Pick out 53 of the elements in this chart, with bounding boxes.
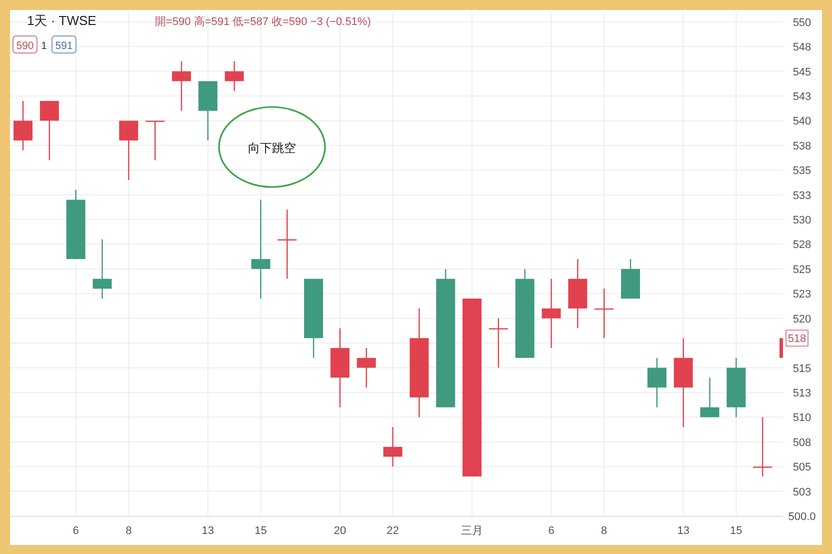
candlestick xyxy=(356,347,376,388)
candlestick xyxy=(753,416,772,478)
x-tick-label: 8 xyxy=(601,525,608,537)
candlestick xyxy=(224,60,244,92)
candlestick xyxy=(119,120,138,181)
y-tick-label: 533 xyxy=(792,190,812,202)
candlestick xyxy=(647,357,666,408)
x-tick-label: 三月 xyxy=(461,525,484,537)
annotation: 591 xyxy=(55,40,73,52)
annotation: 1 xyxy=(41,40,48,52)
candlestick xyxy=(146,120,165,161)
y-tick-label: 523 xyxy=(792,288,812,301)
y-tick-label: 535 xyxy=(792,165,812,178)
y-tick-label: 505 xyxy=(792,462,812,474)
y-tick-label: 538 xyxy=(792,140,812,152)
x-tick-label: 20 xyxy=(334,525,346,537)
candlestick xyxy=(40,100,59,161)
annotation: 向下跳空 xyxy=(248,141,296,155)
y-tick-label: 528 xyxy=(792,239,812,252)
candlestick xyxy=(92,238,112,300)
y-tick-label: 550 xyxy=(792,16,812,29)
candlestick xyxy=(383,426,402,468)
candlestick xyxy=(14,100,32,151)
y-tick-label: 500.0 xyxy=(788,511,816,523)
y-tick-label: 515 xyxy=(792,362,812,375)
y-tick-label: 508 xyxy=(792,436,812,449)
x-tick-label: 15 xyxy=(730,525,742,537)
annotation: 開=590 高=591 低=587 收=590 −3 (−0.51%) xyxy=(155,15,371,28)
candlestick xyxy=(172,60,191,112)
y-tick-label: 510 xyxy=(792,412,812,424)
y-tick-label: 530 xyxy=(792,214,812,227)
x-tick-label: 6 xyxy=(72,525,79,537)
x-tick-label: 8 xyxy=(126,525,132,537)
y-tick-label: 545 xyxy=(792,66,812,78)
chart-title: 1天 · TWSE xyxy=(27,13,97,28)
candlestick xyxy=(488,318,508,368)
y-tick-label: 540 xyxy=(792,116,812,128)
y-tick-label: 503 xyxy=(792,486,812,498)
y-tick-label: 543 xyxy=(792,91,812,103)
candlestick xyxy=(700,377,720,418)
candlestick xyxy=(542,278,561,349)
y-tick-label: 520 xyxy=(792,313,812,326)
candlestick xyxy=(251,199,270,300)
annotation: 590 xyxy=(16,40,34,52)
x-tick-label: 22 xyxy=(386,525,399,537)
x-tick-label: 13 xyxy=(677,525,690,537)
x-tick-label: 15 xyxy=(254,525,267,537)
x-tick-label: 13 xyxy=(202,525,214,537)
x-tick-label: 6 xyxy=(548,525,554,537)
y-tick-label: 525 xyxy=(792,264,812,276)
text: 518 xyxy=(788,333,806,346)
y-tick-label: 548 xyxy=(792,42,812,54)
y-tick-label: 513 xyxy=(792,387,812,400)
